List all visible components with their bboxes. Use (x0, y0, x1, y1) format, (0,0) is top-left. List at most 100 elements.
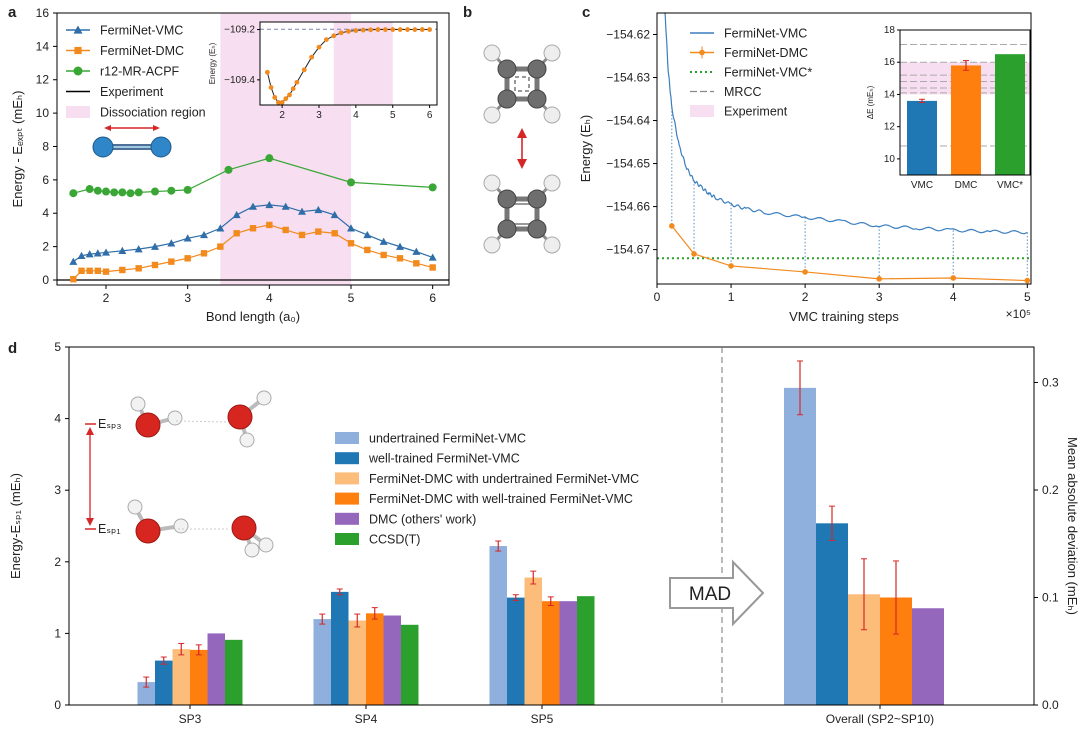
y-tick-label: −154.62 (606, 28, 650, 42)
inset-category-label: VMC* (997, 180, 1023, 191)
inset-point (276, 100, 281, 105)
inset-point (279, 100, 285, 105)
inset-point (268, 84, 274, 90)
panel-a: a 2 3 4 5 6 0 2 4 6 8 10 12 14 16 Bond length (a₀) Energ… (8, 4, 450, 324)
hydrogen-atom (543, 236, 561, 254)
carbon-atom (497, 219, 517, 239)
x-category-label: Overall (SP2~SP10) (826, 712, 934, 726)
inset-point (316, 44, 322, 50)
data-point (183, 234, 192, 242)
hydrogen-atom (543, 44, 561, 62)
bar (507, 597, 525, 705)
inset-x-tick-label: 4 (353, 110, 359, 121)
mad-label: MAD (689, 584, 731, 605)
bar (524, 577, 542, 705)
x-tick-label: 5 (348, 291, 355, 305)
x-category-label: SP5 (531, 712, 554, 726)
arrow-head (517, 159, 527, 169)
y-tick-label: 4 (42, 206, 49, 220)
arrow-head (86, 427, 94, 435)
legend-entry: FermiNet-VMC (724, 27, 807, 41)
y-tick-label: 16 (36, 6, 50, 20)
inset-y-tick-label: −109.2 (224, 25, 255, 36)
y-tick-label: 8 (42, 139, 49, 153)
legend-entry: FermiNet-VMC (100, 24, 183, 38)
legend-entry: FermiNet-VMC* (724, 66, 812, 80)
data-point (347, 178, 355, 187)
legend-swatch (335, 452, 359, 465)
data-point (379, 237, 388, 245)
arrow-head (104, 125, 111, 131)
bar (383, 615, 401, 705)
y-tick-label: 10 (36, 106, 50, 120)
mad-arrow (669, 559, 765, 627)
data-point (330, 210, 339, 219)
arrow-head (86, 518, 94, 526)
hydrogen-atom (483, 44, 501, 62)
carbon-atom (497, 89, 517, 109)
legend-entry: Experiment (724, 105, 788, 119)
legend-marker (74, 46, 82, 55)
inset-point (382, 27, 388, 32)
cyclobutadiene-square (483, 44, 561, 124)
dmc-point (691, 251, 697, 257)
hydrogen-atom (239, 432, 255, 448)
y2-tick-label: 0.3 (1042, 375, 1059, 389)
x-tick-label: 2 (802, 290, 809, 304)
x-tick-label: 5 (1024, 290, 1031, 304)
bar (348, 620, 366, 705)
inset-point (272, 95, 278, 100)
carbon-atom (527, 59, 547, 79)
inset-frame (899, 29, 1031, 176)
hydrogen-atom (244, 542, 260, 558)
data-point (217, 243, 224, 250)
arrow-head (517, 128, 527, 138)
legend-marker (699, 49, 705, 56)
legend-entry: well-trained FermiNet-VMC (368, 452, 520, 466)
oxygen-atom (231, 515, 257, 541)
bar (313, 619, 331, 705)
legend-entry: undertrained FermiNet-VMC (369, 432, 526, 446)
bar (172, 649, 190, 705)
bar (225, 639, 243, 705)
y-tick-label: −154.64 (606, 114, 650, 128)
inset-point (301, 67, 307, 73)
inset-y-label: ΔE (mEₕ) (866, 85, 875, 119)
panel-d: d SP3 SP4 SP5 Overall (SP2~SP10) 0 1 2 3 4 5 0.0 0.1… (8, 340, 1080, 726)
data-point (102, 248, 110, 256)
data-point (119, 266, 126, 274)
legend-swatch (335, 492, 359, 505)
legend-entry: MRCC (724, 85, 762, 99)
inset-point (331, 33, 337, 39)
inset-point (390, 27, 396, 32)
data-point (249, 225, 257, 232)
data-point (380, 251, 387, 259)
inset-point (338, 30, 344, 36)
y-tick-label: 0 (42, 273, 49, 287)
hydrogen-atom (256, 390, 272, 406)
data-point (94, 267, 102, 275)
inset-category-label: VMC (911, 180, 933, 191)
water-monomer (127, 499, 189, 544)
inset-category-label: DMC (955, 180, 978, 191)
inset-point (290, 86, 296, 92)
panel-label-c: c (582, 4, 590, 21)
data-point (151, 187, 159, 196)
data-point (134, 245, 143, 253)
hydrogen-atom (483, 106, 501, 124)
legend-marker (73, 66, 83, 76)
legend-entry: FermiNet-DMC (100, 44, 184, 58)
data-point (364, 246, 371, 254)
x-tick-label: 6 (429, 291, 436, 305)
y-axis-label: Energy-Eₛₚ₁ (mEₕ) (8, 473, 23, 579)
data-point (281, 202, 290, 210)
inset-x-tick-label: 2 (279, 110, 285, 121)
y-tick-label: 12 (36, 73, 50, 87)
panel-label-a: a (8, 4, 17, 21)
legend-entry: DMC (others' work) (369, 512, 476, 526)
data-point (69, 189, 78, 198)
cc-ring (504, 196, 540, 232)
panel-label-d: d (8, 340, 17, 357)
delocalized-bond (514, 76, 530, 92)
